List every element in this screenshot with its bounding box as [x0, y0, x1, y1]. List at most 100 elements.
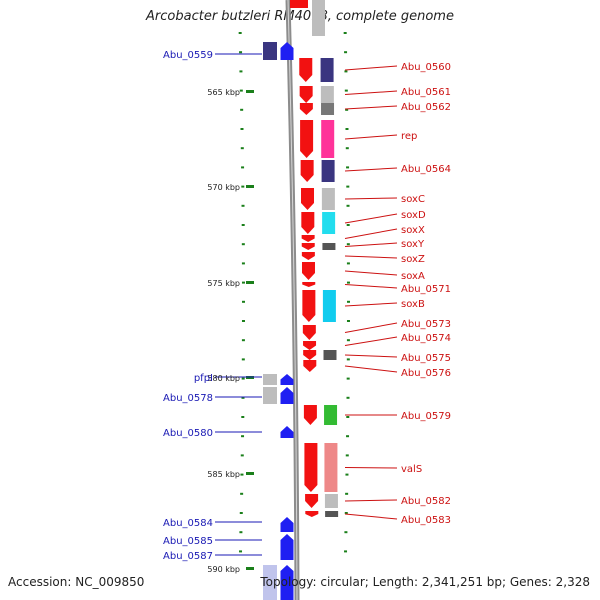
scale-tick: [346, 339, 350, 342]
scale-tick: [343, 32, 347, 34]
scale-tick: [346, 396, 350, 399]
label-leader: [344, 105, 398, 110]
major-tick: [246, 185, 254, 188]
scale-tick: [346, 185, 350, 188]
label-leader: [344, 134, 398, 140]
scale-tick: [240, 492, 244, 495]
scale-tick: [346, 281, 350, 284]
reverse-gene-label: Abu_0560: [401, 62, 451, 73]
major-tick: [246, 472, 254, 475]
scale-tick: [241, 166, 245, 169]
scale-tick: [239, 512, 243, 514]
scale-tick: [241, 262, 245, 265]
scale-tick: [346, 243, 350, 246]
reverse-gene-label: soxC: [401, 194, 425, 205]
reverse-gene-arrow: [305, 494, 319, 508]
reverse-gene-label: Abu_0562: [401, 102, 451, 113]
forward-gene-arrow: [280, 565, 294, 600]
reverse-gene-arrow: [303, 341, 317, 350]
label-leaders: [215, 53, 398, 556]
scale-tick: [344, 550, 348, 553]
label-leader: [344, 284, 398, 289]
scale-tick: [345, 454, 349, 457]
reverse-gene-arrow: [300, 160, 314, 182]
scale-label: 565 kbp: [207, 88, 240, 97]
reverse-gene-label: soxD: [401, 210, 426, 221]
reverse-gene-label: Abu_0576: [401, 368, 451, 379]
reverse-gene-arrow: [300, 120, 314, 158]
scale-label: 590 kbp: [207, 565, 240, 574]
cog-box: [322, 290, 336, 322]
scale-tick: [344, 531, 348, 534]
label-leader: [344, 336, 398, 346]
scale-tick: [346, 416, 350, 418]
scale-tick: [344, 512, 348, 514]
scale-tick: [240, 147, 244, 150]
scale-labels: 565 kbp 570 kbp 575 kbp 580 kbp 585 kbp 590 k…: [207, 88, 240, 574]
major-tick: [246, 567, 254, 570]
reverse-gene-label: Abu_0582: [401, 496, 451, 507]
topology-text: Topology: circular; Length: 2,341,251 bp…: [260, 575, 590, 589]
cog-box: [263, 42, 277, 60]
scale-label: 570 kbp: [207, 183, 240, 192]
scale-tick: [239, 531, 243, 534]
reverse-gene-label: Abu_0561: [401, 87, 451, 98]
reverse-gene-label: soxX: [401, 225, 425, 236]
cog-box: [321, 103, 335, 115]
backbone-highlight: [287, 0, 298, 600]
scale-tick: [345, 147, 349, 150]
label-leader: [344, 302, 398, 307]
scale-label: 585 kbp: [207, 470, 240, 479]
major-tick: [246, 90, 254, 93]
genome-backbone: [285, 0, 300, 600]
reverse-gene-label: Abu_0574: [401, 333, 451, 344]
label-leader: [344, 322, 398, 333]
scale-tick: [344, 70, 348, 73]
reverse-gene-arrow: [303, 405, 317, 425]
cog-box: [320, 86, 334, 103]
forward-gene-arrow: [280, 387, 294, 404]
forward-gene-arrow: [280, 517, 294, 532]
reverse-gene-arrow: [302, 290, 316, 322]
reverse-gene-arrow: [303, 360, 317, 372]
cog-box: [322, 212, 336, 234]
backbone-line: [285, 0, 300, 600]
reverse-gene-label: soxY: [401, 239, 425, 250]
cog-box: [323, 350, 337, 360]
cog-box: [321, 160, 335, 182]
label-leader: [344, 228, 398, 239]
forward-gene-arrow: [280, 534, 294, 560]
scale-tick: [346, 435, 350, 438]
scale-tick: [346, 262, 350, 265]
cog-box: [321, 120, 335, 158]
forward-gene-label: Abu_0584: [163, 518, 213, 529]
label-leader: [344, 499, 398, 502]
scale-tick: [344, 51, 348, 54]
scale-tick: [240, 128, 244, 130]
label-leader: [344, 197, 398, 200]
reverse-gene-label: rep: [401, 131, 417, 142]
scale-tick: [238, 32, 242, 34]
cog-tracks: [263, 0, 339, 600]
reverse-gene-label: Abu_0583: [401, 515, 451, 526]
cog-box: [325, 511, 339, 517]
label-leader: [344, 513, 398, 520]
scale-tick: [346, 166, 350, 169]
scale-tick: [241, 358, 245, 361]
scale-tick: [346, 358, 350, 361]
scale-tick: [346, 377, 350, 380]
label-leader: [344, 270, 398, 276]
label-leader: [344, 255, 398, 259]
reverse-gene-arrow: [301, 243, 315, 250]
scale-tick: [239, 70, 243, 73]
forward-gene-label: Abu_0578: [163, 393, 213, 404]
scale-tick: [241, 243, 245, 246]
reverse-gene-label: soxZ: [401, 254, 425, 265]
scale-tick: [346, 204, 350, 207]
scale-tick: [346, 320, 350, 322]
forward-gene-label: Abu_0587: [163, 551, 213, 562]
reverse-gene-arrow: [305, 511, 319, 517]
cog-box: [324, 443, 338, 492]
reverse-gene-arrow: [299, 86, 313, 103]
